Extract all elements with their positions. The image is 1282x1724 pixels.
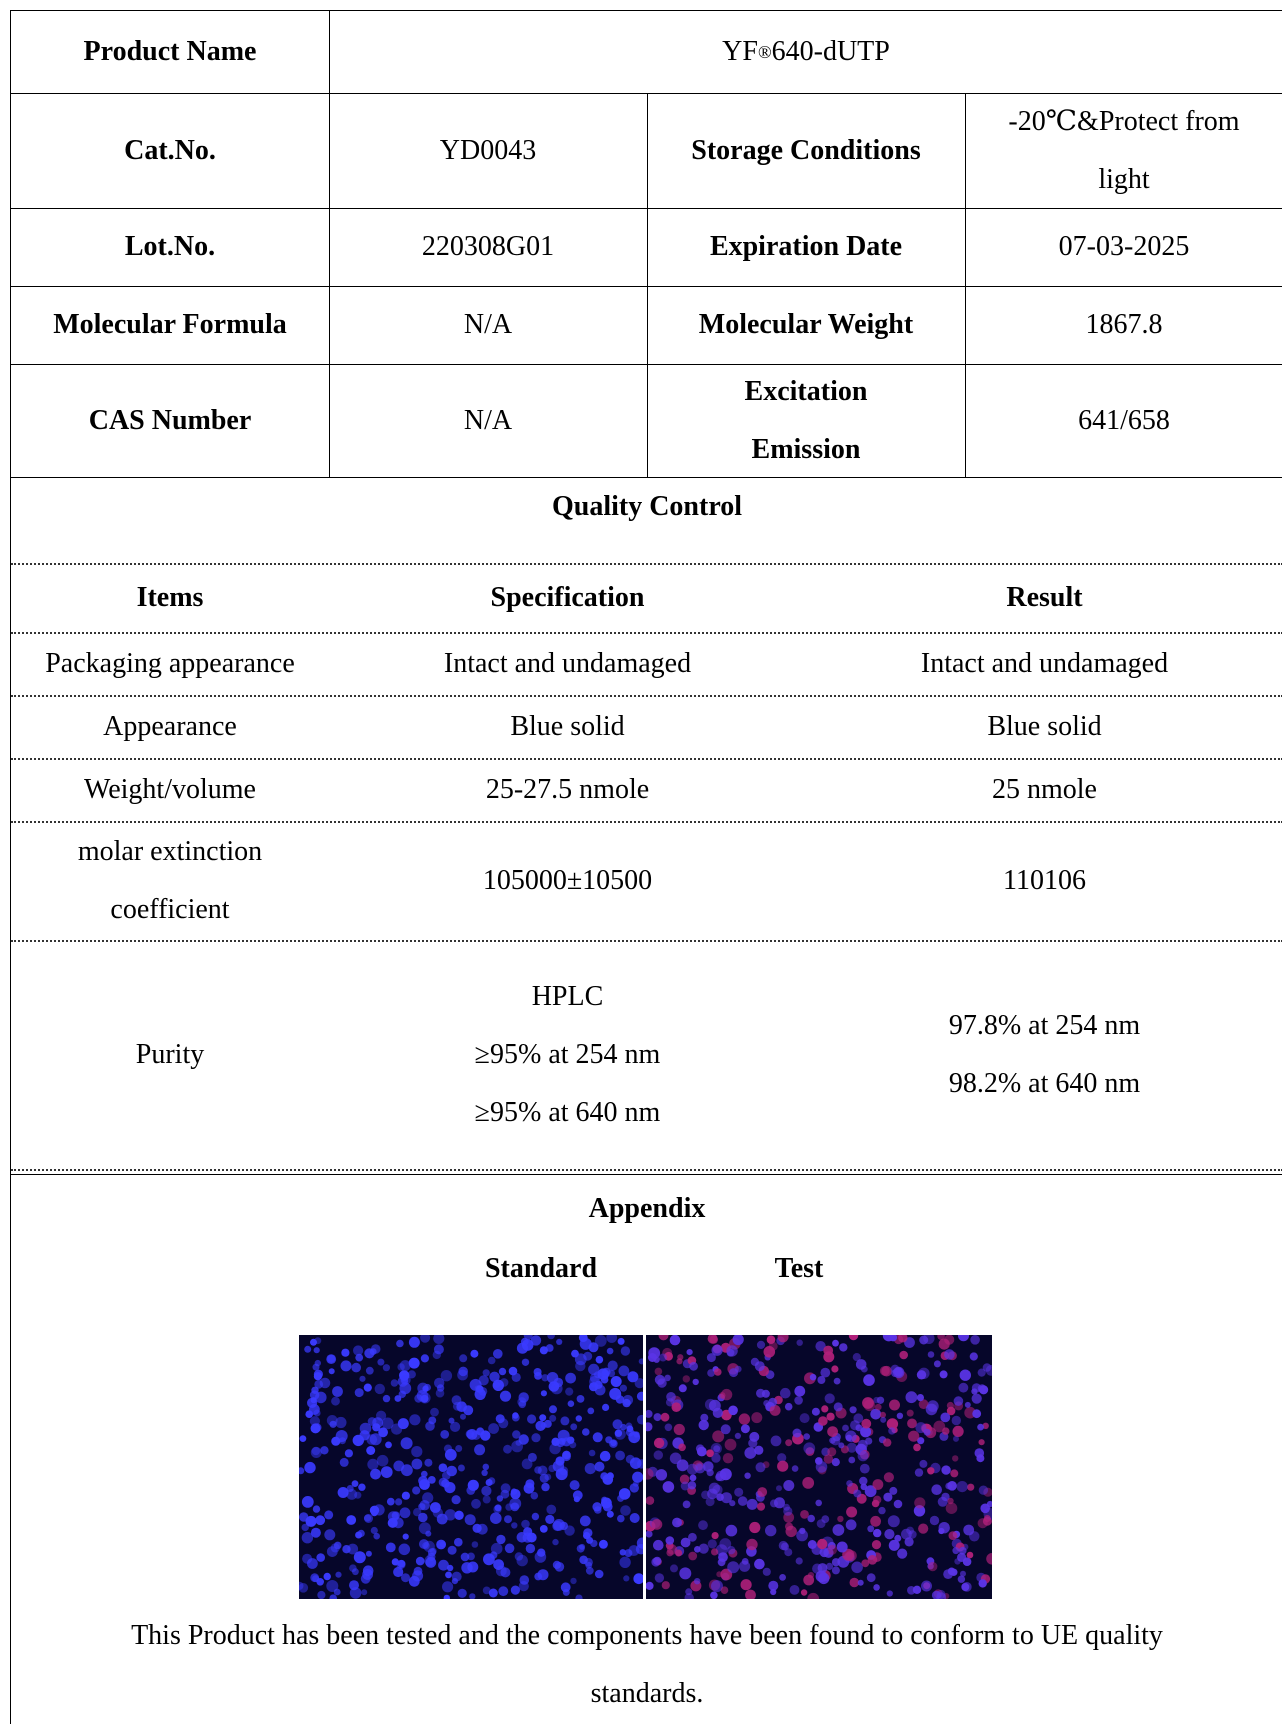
product-name-base: YF [722, 36, 758, 67]
storage-label: Storage Conditions [691, 134, 921, 166]
table-row-item: Weight/volume [84, 773, 256, 805]
column-divider [647, 93, 648, 477]
qc-divider [11, 563, 1282, 565]
table-row-result: 110106 [1003, 864, 1086, 896]
table-row-spec: Intact and undamaged [443, 647, 692, 679]
cat-no-value: YD0043 [439, 134, 537, 166]
expiration-label: Expiration Date [709, 231, 903, 262]
qc-divider [11, 632, 1282, 634]
test-micrograph [646, 1335, 992, 1599]
qc-divider [11, 695, 1282, 697]
table-row-result: 97.8% at 254 nm 98.2% at 640 nm [806, 940, 1282, 1169]
item-line2: coefficient [110, 893, 230, 925]
qc-header-specification: Specification [490, 581, 645, 613]
result-line1: 97.8% at 254 nm [948, 1009, 1141, 1041]
formula-value: N/A [463, 309, 513, 340]
table-row-item: Purity [135, 1038, 205, 1070]
qc-header-result: Result [1006, 581, 1083, 613]
fluorescence-micrograph-blue-nuclei-icon [299, 1335, 643, 1599]
footer-statement-line2: standards. [590, 1678, 704, 1709]
fluorescence-micrograph-blue-red-nuclei-icon [646, 1335, 992, 1599]
table-row-item: Appearance [103, 710, 237, 742]
formula-label: Molecular Formula [53, 309, 287, 340]
qc-title: Quality Control [551, 491, 743, 522]
table-row-item: Packaging appearance [45, 647, 295, 679]
table-row-spec: Blue solid [510, 710, 625, 742]
row-divider [11, 286, 1282, 287]
table-row-spec: 25-27.5 nmole [485, 773, 650, 805]
table-row-result: 25 nmole [992, 773, 1097, 805]
table-row-spec: HPLC ≥95% at 254 nm ≥95% at 640 nm [329, 940, 806, 1169]
lot-no-value: 220308G01 [421, 231, 555, 262]
footer-statement-line1: This Product has been tested and the com… [131, 1620, 1163, 1651]
table-row-result: Intact and undamaged [920, 647, 1169, 679]
item-line1: molar extinction [77, 835, 263, 867]
excitation-value: 641/658 [1078, 404, 1170, 436]
excitation-label-line1: Excitation [744, 375, 868, 407]
lot-no-label: Lot.No. [124, 231, 216, 262]
spec-line2: ≥95% at 254 nm [474, 1038, 661, 1070]
product-name-label: Product Name [83, 36, 257, 67]
certificate-sheet: Product Name YF ® 640-dUTP Cat.No. YD0043 … [10, 10, 1282, 1724]
table-row-item: molar extinction coefficient [11, 821, 329, 940]
storage-value-line2: light [1098, 163, 1150, 195]
qc-divider [11, 821, 1282, 823]
qc-divider [11, 940, 1282, 942]
spec-line3: ≥95% at 640 nm [474, 1096, 661, 1128]
appendix-title: Appendix [588, 1193, 706, 1224]
spec-line1: HPLC [531, 980, 604, 1012]
qc-divider [11, 1169, 1282, 1171]
standard-micrograph [299, 1335, 643, 1599]
row-divider [11, 364, 1282, 365]
cat-no-label: Cat.No. [124, 134, 216, 166]
column-divider [329, 11, 330, 477]
row-divider [11, 93, 1282, 94]
appendix-divider [11, 1174, 1282, 1175]
storage-value: -20℃&Protect from light [965, 93, 1282, 208]
product-name-value: YF ® 640-dUTP [329, 11, 1282, 93]
cas-label: CAS Number [88, 404, 252, 436]
table-row-result: Blue solid [987, 710, 1102, 742]
qc-header-items: Items [136, 581, 204, 613]
excitation-label: Excitation Emission [647, 364, 965, 477]
weight-label: Molecular Weight [698, 309, 914, 340]
weight-value: 1867.8 [1085, 309, 1163, 340]
result-line2: 98.2% at 640 nm [948, 1067, 1141, 1099]
row-divider [11, 208, 1282, 209]
excitation-label-line2: Emission [751, 433, 861, 465]
product-name-rest: 640-dUTP [771, 36, 890, 67]
cas-value: N/A [463, 404, 513, 436]
test-label: Test [774, 1253, 824, 1284]
qc-divider [11, 758, 1282, 760]
table-row-spec: 105000±10500 [482, 864, 653, 896]
expiration-value: 07-03-2025 [1058, 231, 1190, 262]
storage-value-line1: -20℃&Protect from [1008, 105, 1240, 137]
column-divider [965, 93, 966, 477]
standard-label: Standard [484, 1253, 598, 1284]
row-divider [11, 477, 1282, 478]
